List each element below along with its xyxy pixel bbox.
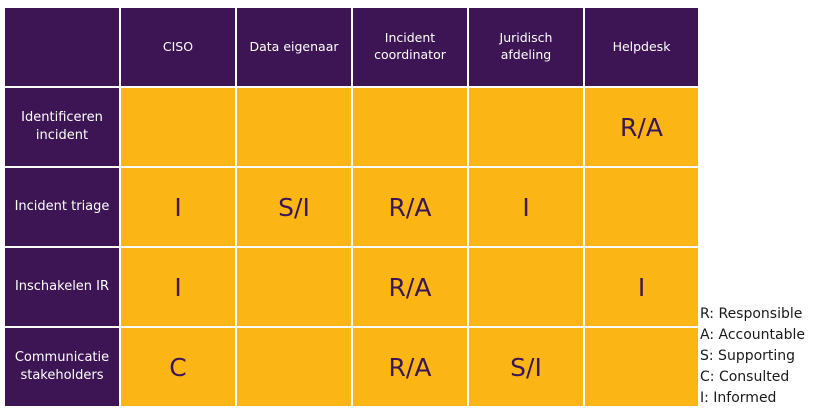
legend-item: C: Consulted [700, 369, 790, 385]
column-header: Juridisch afdeling [469, 8, 583, 86]
raci-cell [353, 88, 467, 166]
legend-item: A: Accountable [700, 327, 805, 343]
raci-cell: C [121, 328, 235, 406]
raci-cell [585, 328, 698, 406]
raci-cell: S/I [469, 328, 583, 406]
raci-cell [469, 248, 583, 326]
column-header: CISO [121, 8, 235, 86]
corner-cell [5, 8, 119, 86]
raci-cell [585, 168, 698, 246]
legend-item: S: Supporting [700, 348, 796, 364]
raci-cell: R/A [353, 168, 467, 246]
legend-item: R: Responsible [700, 306, 803, 322]
column-header: Helpdesk [585, 8, 698, 86]
raci-cell: S/I [237, 168, 351, 246]
raci-cell [237, 248, 351, 326]
raci-cell: I [585, 248, 698, 326]
raci-cell: R/A [585, 88, 698, 166]
column-header: Data eigenaar [237, 8, 351, 86]
row-label: Communicatie stakeholders [5, 328, 119, 406]
raci-cell [237, 328, 351, 406]
raci-cell [237, 88, 351, 166]
row-label: Inschakelen IR [5, 248, 119, 326]
legend-item: I: Informed [700, 390, 777, 406]
row-label: Incident triage [5, 168, 119, 246]
column-header: Incident coordinator [353, 8, 467, 86]
raci-cell: R/A [353, 248, 467, 326]
raci-cell [469, 88, 583, 166]
raci-cell [121, 88, 235, 166]
row-label: Identificeren incident [5, 88, 119, 166]
raci-cell: I [121, 248, 235, 326]
raci-cell: I [469, 168, 583, 246]
raci-cell: I [121, 168, 235, 246]
raci-cell: R/A [353, 328, 467, 406]
